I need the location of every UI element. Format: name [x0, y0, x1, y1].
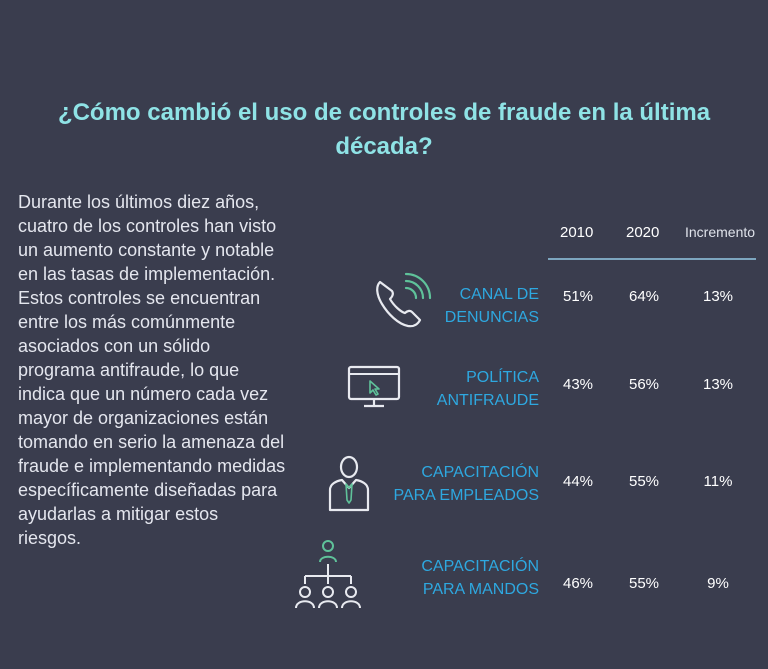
value-incremento: 11% [703, 473, 733, 490]
intro-paragraph: Durante los últimos diez años, cuatro de… [18, 192, 286, 548]
monitor-icon [347, 365, 401, 408]
column-header-2020: 2020 [626, 224, 660, 241]
value-2020: 64% [628, 288, 660, 305]
value-2020: 55% [628, 473, 660, 490]
phone-icon [376, 272, 432, 328]
row-label-politica-antifraude: POLÍTICA ANTIFRAUDE [436, 369, 539, 409]
value-incremento: 9% [707, 575, 729, 592]
row-label-canal-denuncias: CANAL DE DENUNCIAS [444, 286, 539, 326]
value-2010: 43% [562, 376, 594, 393]
value-2010: 51% [562, 288, 594, 305]
row-label-capacitacion-mandos: CAPACITACIÓN PARA MANDOS [421, 558, 539, 598]
value-2010: 46% [562, 575, 594, 592]
value-2010: 44% [562, 473, 594, 490]
value-2020: 55% [628, 575, 660, 592]
employee-icon [328, 455, 370, 512]
column-header-2010: 2010 [560, 224, 594, 241]
value-incremento: 13% [702, 376, 734, 393]
row-label-capacitacion-empleados: CAPACITACIÓN PARA EMPLEADOS [393, 464, 539, 504]
value-2020: 56% [628, 376, 660, 393]
column-header-incremento: Incremento [685, 224, 756, 240]
header-divider [548, 258, 756, 260]
org-chart-icon [295, 540, 361, 609]
value-incremento: 13% [702, 288, 734, 305]
page-title: ¿Cómo cambió el uso de controles de frau… [57, 99, 711, 160]
